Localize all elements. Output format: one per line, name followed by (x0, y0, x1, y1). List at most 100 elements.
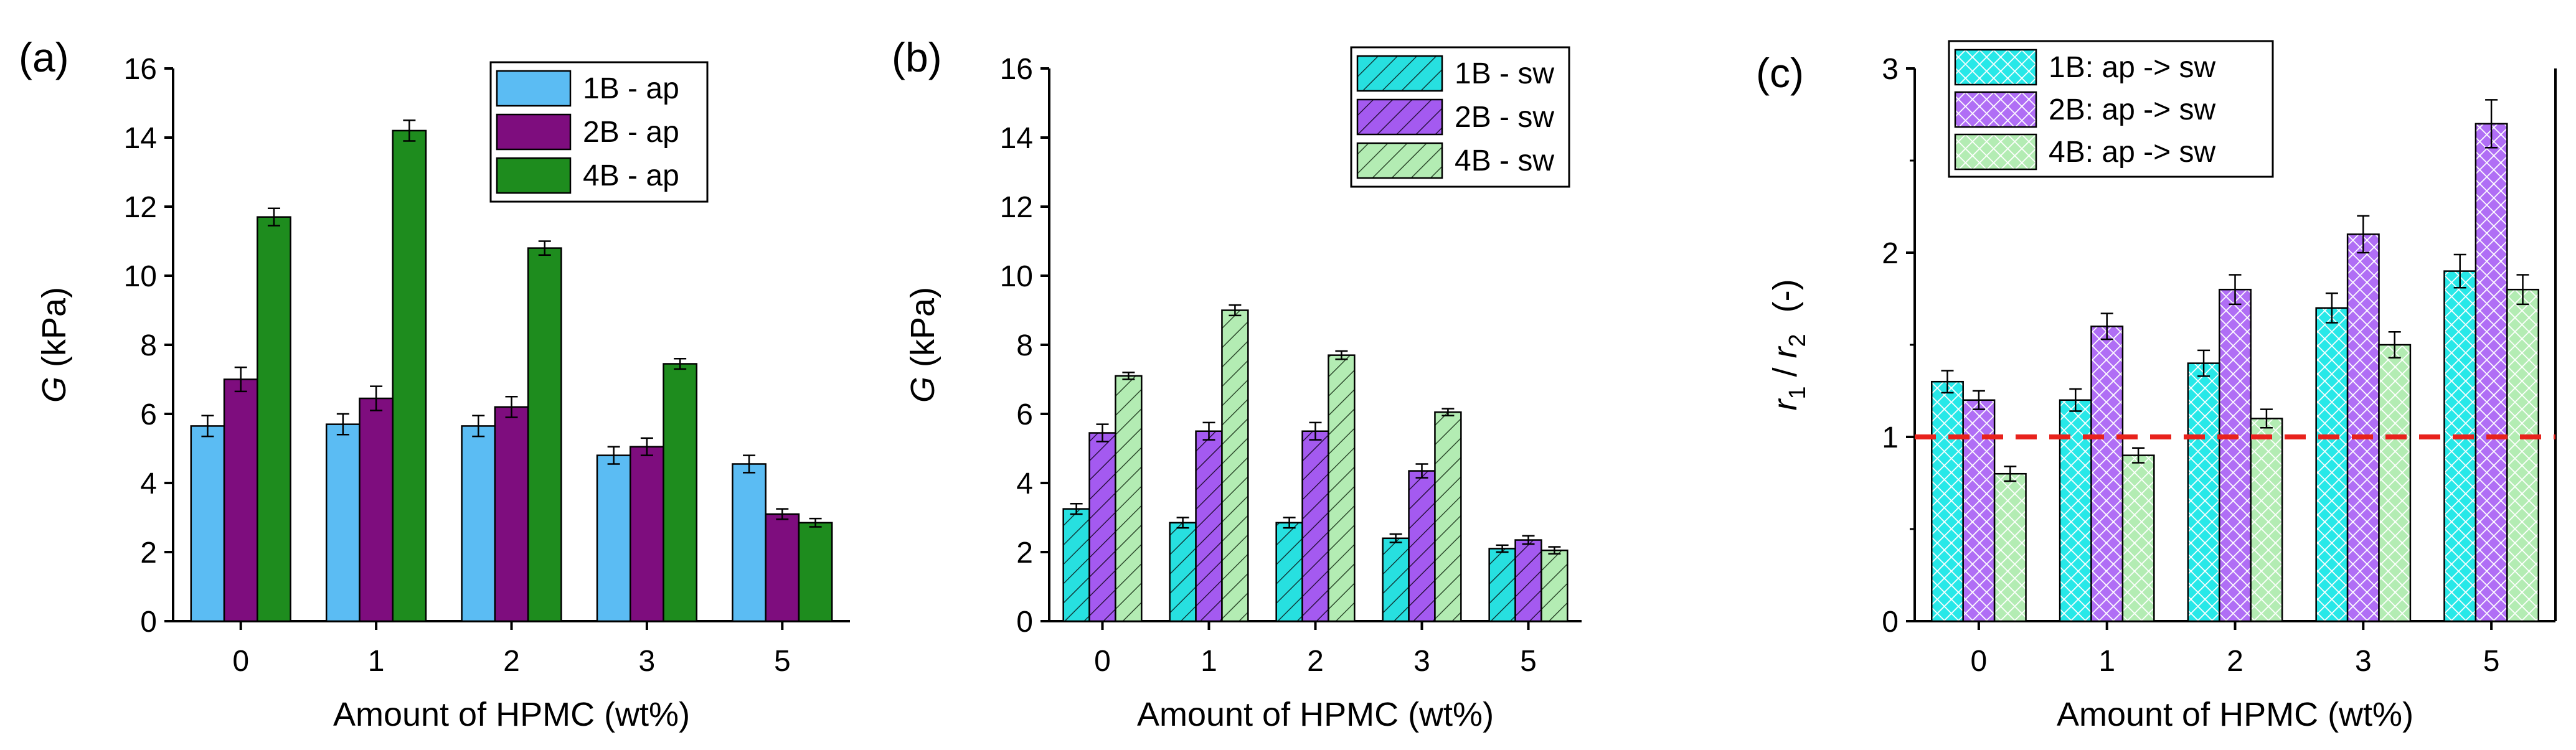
bar (2346, 233, 2380, 622)
legend-label: 1B - sw (1455, 57, 1554, 90)
bar (1088, 432, 1116, 622)
bar (2219, 288, 2252, 622)
y-axis-unit: (-) (1767, 279, 1804, 312)
bar (190, 425, 225, 622)
y-tick-label: 14 (1000, 122, 1033, 155)
y-tick-label: 1 (1882, 421, 1899, 454)
x-tick-label: 3 (1413, 645, 1430, 678)
legend-label: 2B - ap (583, 116, 679, 149)
bar (732, 463, 767, 622)
bar (223, 378, 258, 622)
bar (1221, 309, 1249, 622)
panel-label: (b) (892, 34, 942, 80)
x-tick-label: 5 (2483, 645, 2500, 678)
legend-swatch (1356, 55, 1443, 92)
y-tick-label: 0 (1016, 606, 1033, 639)
y-axis-unit: (kPa) (35, 287, 73, 377)
legend-swatch (1954, 49, 2037, 86)
legend-swatch (1356, 142, 1443, 179)
legend-label: 2B - sw (1455, 101, 1554, 134)
legend-swatch (496, 113, 572, 151)
bar (1540, 549, 1569, 622)
bar (2506, 288, 2539, 622)
y-tick-label: 12 (1000, 191, 1033, 224)
bar (1062, 508, 1090, 622)
bar (392, 129, 427, 622)
x-tick-label: 1 (2098, 645, 2115, 678)
y-tick-label: 6 (1016, 398, 1033, 431)
bar (2475, 123, 2508, 622)
bar (494, 406, 529, 622)
bar (1962, 399, 1996, 622)
x-tick-label: 2 (1307, 645, 1324, 678)
bar (1301, 430, 1329, 622)
y-axis-label: r1 / r2(-) (1767, 279, 1811, 410)
bar (325, 423, 361, 622)
legend-label: 4B - sw (1455, 144, 1554, 177)
bar (1115, 375, 1143, 622)
x-tick-label: 1 (1201, 645, 1217, 678)
bar (1514, 539, 1542, 622)
y-tick-label: 16 (1000, 53, 1033, 86)
x-axis-label: Amount of HPMC (wt%) (333, 696, 690, 733)
y-tick-label: 2 (140, 537, 157, 570)
y-tick-label: 0 (140, 606, 157, 639)
y-tick-label: 4 (140, 467, 157, 500)
bar (257, 216, 291, 622)
panel-label: (c) (1756, 50, 1804, 96)
bar (596, 454, 631, 622)
y-tick-label: 8 (140, 329, 157, 362)
y-tick-label: 10 (1000, 260, 1033, 293)
bar (1488, 548, 1516, 622)
bar (1275, 522, 1303, 622)
x-tick-label: 1 (368, 645, 385, 678)
bar (2443, 270, 2477, 622)
legend-swatch (496, 70, 572, 107)
y-tick-label: 10 (124, 260, 157, 293)
legend-label: 4B - ap (583, 159, 679, 192)
bar (2121, 454, 2155, 622)
y-axis-slash: / (1767, 358, 1804, 386)
legend-swatch (1954, 91, 2037, 128)
x-tick-label: 2 (2227, 645, 2243, 678)
panel-label: (a) (19, 34, 69, 80)
y-axis-sub2: 2 (1785, 334, 1811, 347)
bar (2378, 344, 2412, 622)
legend-label: 2B: ap -> sw (2049, 93, 2215, 126)
bar (765, 513, 800, 622)
y-tick-label: 8 (1016, 329, 1033, 362)
y-tick-label: 4 (1016, 467, 1033, 500)
y-axis-unit: (kPa) (904, 287, 941, 377)
y-tick-label: 6 (140, 398, 157, 431)
legend-swatch (1356, 98, 1443, 136)
bar (1931, 380, 1964, 622)
bar (2315, 307, 2349, 622)
legend-label: 1B: ap -> sw (2049, 51, 2215, 84)
bar (1169, 522, 1197, 622)
y-tick-label: 0 (1882, 606, 1899, 639)
bar (1434, 411, 1462, 622)
y-axis-symbol: G (904, 377, 941, 403)
y-tick-label: 2 (1882, 237, 1899, 270)
x-tick-label: 0 (232, 645, 249, 678)
bar (663, 363, 698, 622)
bar (461, 425, 496, 622)
bar (2090, 326, 2124, 622)
x-axis-label: Amount of HPMC (wt%) (1137, 696, 1494, 733)
bar (359, 397, 394, 622)
y-tick-label: 14 (124, 122, 157, 155)
x-tick-label: 0 (1094, 645, 1111, 678)
bar (1328, 354, 1356, 622)
y-axis-label: G (kPa) (904, 287, 941, 403)
bar (1993, 472, 2027, 622)
legend-swatch (496, 157, 572, 194)
x-tick-label: 3 (639, 645, 656, 678)
y-axis-sub1: 1 (1785, 386, 1811, 399)
y-tick-label: 3 (1882, 53, 1899, 86)
bar (1382, 537, 1410, 622)
y-tick-label: 12 (124, 191, 157, 224)
y-axis-symbol: G (35, 377, 73, 403)
